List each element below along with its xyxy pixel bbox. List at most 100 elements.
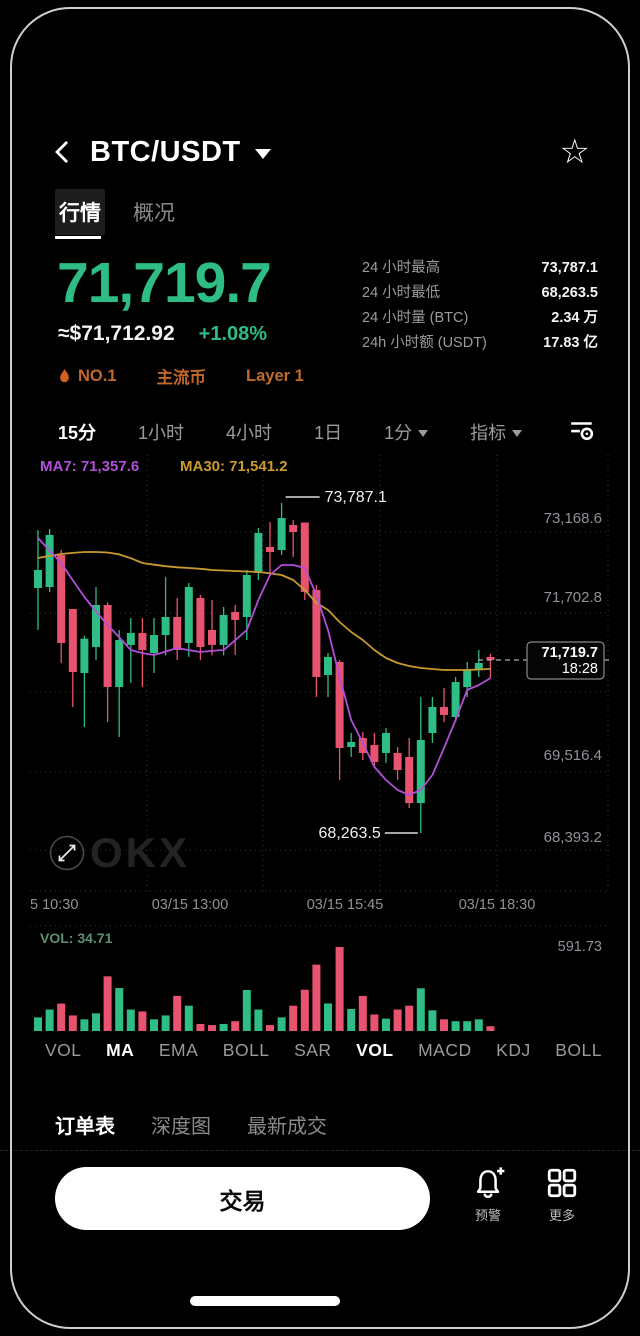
price-sub-row: ≈$71,712.92 +1.08%: [58, 322, 267, 346]
badge-layer1[interactable]: Layer 1: [246, 367, 304, 386]
ma-line: [37, 537, 491, 796]
dropdown-指标[interactable]: 指标: [470, 419, 523, 445]
candle-body: [126, 632, 135, 645]
candle-body: [57, 555, 66, 643]
badge-mainstream-label: 主流币: [156, 369, 207, 387]
x-axis-labels: 5 10:30 03/15 13:00 03/15 15:45 03/15 18:30: [30, 897, 610, 915]
badge-mainstream[interactable]: 主流币: [157, 364, 207, 388]
badge-rank[interactable]: NO.1: [58, 367, 117, 386]
stat-value: 68,263.5: [541, 285, 598, 301]
stats-panel: 24 小时最高 73,787.1 24 小时最低 68,263.5 24 小时量 (BT…: [362, 256, 598, 356]
volume-bar: [184, 1005, 193, 1031]
bottom-tab-订单表[interactable]: 订单表: [55, 1116, 115, 1138]
stat-label: 24 小时最高: [362, 260, 441, 276]
svg-text:71,719.7: 71,719.7: [542, 645, 598, 661]
volume-bar: [80, 1019, 89, 1031]
candle-body: [358, 737, 367, 753]
candle-body: [196, 598, 205, 647]
timeframe-row: 15分 1小时 4小时 1日 1分 指标: [58, 414, 595, 450]
indicator-BOLL[interactable]: BOLL: [222, 1040, 270, 1060]
y-tick-label: 68,393.2: [544, 829, 602, 846]
candle-body: [34, 569, 42, 588]
candle-body: [150, 634, 158, 653]
timeframe-4小时[interactable]: 4小时: [226, 423, 273, 443]
tab-行情[interactable]: 行情: [55, 189, 105, 239]
chevron-down-icon: [418, 429, 429, 437]
volume-bar: [347, 1008, 356, 1031]
volume-bar: [138, 1011, 147, 1031]
dropdown-1分[interactable]: 1分: [384, 419, 429, 445]
timeframe-15分[interactable]: 15分: [58, 423, 97, 443]
badge-layer1-label: Layer 1: [246, 366, 304, 385]
candle-body: [184, 586, 193, 643]
bottom-tab-最新成交[interactable]: 最新成交: [247, 1116, 327, 1138]
chart-settings-icon[interactable]: [569, 417, 595, 448]
favorite-star-icon[interactable]: ☆: [559, 133, 590, 171]
volume-bar: [115, 988, 124, 1031]
indicator-EMA[interactable]: EMA: [158, 1040, 199, 1060]
x-tick-label: 5 10:30: [30, 897, 79, 913]
sub-indicator-VOL[interactable]: VOL: [356, 1040, 394, 1060]
x-tick-label: 03/15 15:45: [306, 897, 384, 913]
home-indicator[interactable]: [190, 1296, 340, 1306]
fiat-price: ≈$71,712.92: [58, 322, 175, 345]
stat-row: 24 小时最高 73,787.1: [362, 256, 598, 281]
candle-body: [45, 534, 54, 587]
timeframe-1小时[interactable]: 1小时: [138, 423, 185, 443]
volume-scale-label: 591.73: [558, 939, 602, 955]
badge-rank-label: NO.1: [78, 366, 117, 385]
indicator-VOL[interactable]: VOL: [45, 1040, 82, 1060]
candle-body: [208, 629, 216, 645]
candle-body: [138, 632, 147, 650]
candle-body: [335, 661, 344, 748]
timeframe-1日[interactable]: 1日: [314, 423, 343, 443]
tab-概况[interactable]: 概况: [133, 202, 175, 225]
current-price-box[interactable]: 71,719.718:28: [526, 641, 605, 680]
volume-bar: [242, 989, 251, 1031]
volume-bar: [405, 1005, 414, 1031]
price-change: +1.08%: [198, 323, 268, 345]
volume-bar: [254, 1009, 263, 1031]
high-annotation: 73,787.1: [325, 489, 387, 506]
last-price: 71,719.7: [57, 251, 272, 315]
candle-body: [242, 574, 251, 617]
bottom-tab-深度图[interactable]: 深度图: [151, 1116, 211, 1138]
more-button[interactable]: 更多: [530, 1165, 594, 1224]
volume-bar: [277, 1017, 286, 1031]
candle-body: [440, 706, 448, 715]
volume-bar: [370, 1014, 379, 1031]
indicator-MA[interactable]: MA: [106, 1040, 135, 1060]
candlestick-chart[interactable]: OKX MA7: 71,357.6 MA30: 71,541.2 73,168.6 71…: [30, 455, 610, 892]
pair-dropdown-icon[interactable]: [254, 149, 271, 159]
alert-button[interactable]: 预警: [456, 1165, 520, 1224]
y-tick-label: 73,168.6: [544, 510, 602, 527]
indicator-tabs: VOL MA EMA BOLL SAR VOL MACD KDJ BOLL: [45, 1040, 602, 1061]
y-tick-label: 69,516.4: [544, 747, 602, 764]
top-tabs: 行情 概况: [55, 188, 177, 239]
back-button[interactable]: [50, 139, 76, 165]
candle-body: [219, 614, 228, 645]
indicator-SAR[interactable]: SAR: [294, 1040, 332, 1060]
volume-bar: [474, 1019, 483, 1031]
volume-bar: [440, 1019, 448, 1031]
volume-bar: [150, 1019, 158, 1031]
candle-body: [277, 517, 286, 551]
sub-indicator-KDJ[interactable]: KDJ: [496, 1040, 531, 1060]
trade-button[interactable]: 交易: [55, 1167, 430, 1230]
sub-indicator-BOLL[interactable]: BOLL: [555, 1040, 602, 1060]
volume-bar: [219, 1023, 228, 1031]
candle-body: [161, 616, 170, 635]
volume-pane[interactable]: VOL: 34.71 591.73: [30, 925, 610, 1037]
stat-value: 2.34 万: [551, 310, 598, 326]
expand-chart-button[interactable]: [49, 835, 85, 871]
candle-body: [115, 640, 124, 688]
more-label: 更多: [548, 1208, 575, 1223]
candle-body: [382, 733, 390, 753]
svg-text:18:28: 18:28: [562, 661, 598, 677]
candle-body: [92, 604, 100, 647]
volume-bar: [68, 1015, 77, 1031]
sub-indicator-MACD[interactable]: MACD: [418, 1040, 472, 1060]
candle-body: [474, 662, 483, 670]
pair-title[interactable]: BTC/USDT: [90, 135, 241, 168]
